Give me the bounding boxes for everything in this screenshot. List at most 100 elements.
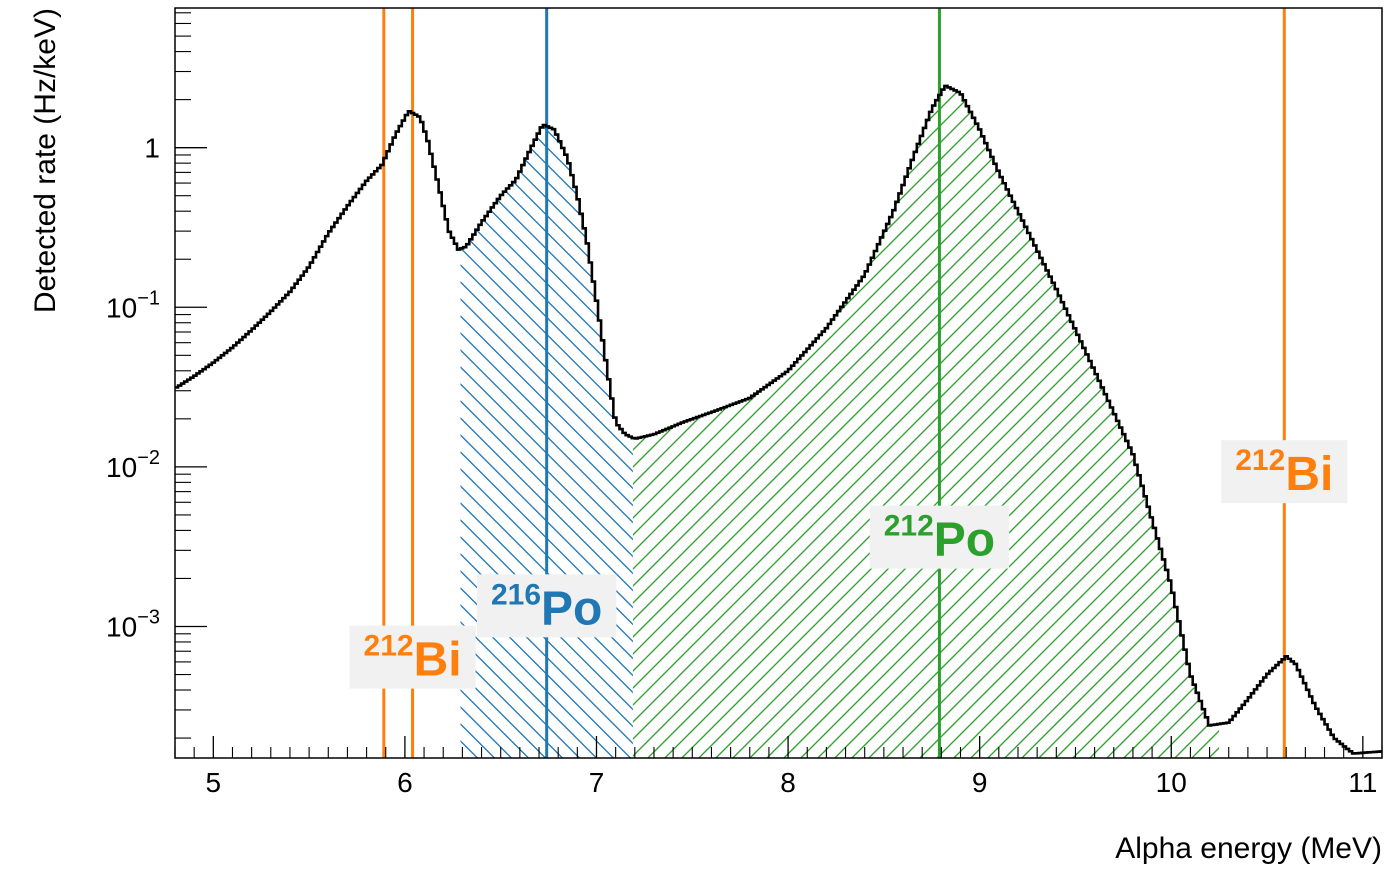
hatch-line <box>936 86 1220 758</box>
isotope-symbol: Po <box>934 514 995 567</box>
y-tick-exp: −3 <box>137 606 160 628</box>
hatch-line <box>492 125 633 758</box>
hatch-line <box>460 125 580 758</box>
isotope-mass: 212 <box>884 510 934 543</box>
y-tick-label: 1 <box>144 133 160 164</box>
isotope-label-3: 212Bi <box>1221 440 1348 504</box>
hatch-line <box>834 86 1220 758</box>
isotope-mass: 216 <box>491 578 541 611</box>
hatch-line <box>713 8 1396 758</box>
isotope-symbol: Bi <box>414 634 462 687</box>
hatch-line <box>953 86 1220 758</box>
hatch-line <box>460 125 633 758</box>
hatch-line <box>1189 8 1396 758</box>
hatch-line <box>1223 8 1396 758</box>
hatch-line <box>1345 8 1396 758</box>
hatch-line <box>1206 8 1396 758</box>
vertical-lines <box>382 8 1286 758</box>
hatch-line <box>460 125 633 758</box>
hatch-line <box>1308 8 1396 758</box>
hatch-line <box>632 86 1220 758</box>
y-tick-base: 10 <box>106 611 137 642</box>
isotope-label-box <box>869 505 1010 569</box>
hatch-line <box>460 125 633 758</box>
hatch-line <box>632 86 1220 758</box>
hatch-line <box>1053 8 1396 758</box>
hatch-line <box>632 86 906 758</box>
hatch-line <box>1311 8 1396 758</box>
hatch-line <box>868 86 1220 758</box>
hatch-line <box>885 86 1220 758</box>
isotope-label-text: 212Po <box>884 510 995 567</box>
hatch-line <box>460 125 633 758</box>
hatch-line <box>632 86 634 758</box>
hatch-line <box>632 86 1220 758</box>
hatch-line <box>698 86 1220 758</box>
isotope-mass: 212 <box>1235 444 1285 477</box>
hatch-line <box>1274 8 1396 758</box>
x-tick-label: 9 <box>972 767 988 798</box>
hatch-line <box>1328 8 1396 758</box>
isotope-label-text: 212Bi <box>1235 444 1333 501</box>
hatch-line <box>1104 8 1396 758</box>
y-tick-label: 10−2 <box>106 447 160 483</box>
hatch-line <box>632 86 1220 758</box>
isotope-label-0: 212Bi <box>349 625 476 689</box>
hatch-line <box>632 86 1212 758</box>
isotope-label-text: 212Bi <box>364 630 462 687</box>
series-line <box>175 84 1382 755</box>
hatch-line <box>1260 8 1396 758</box>
hatch-line <box>883 8 1396 758</box>
hatch-line <box>1055 86 1220 758</box>
hatch-line <box>1155 8 1396 758</box>
hatch-line <box>851 86 1220 758</box>
hatch-line <box>1342 8 1396 758</box>
hatch-line <box>1359 8 1396 758</box>
hatch-line <box>632 86 974 758</box>
hatch-line <box>594 125 633 758</box>
hatch-line <box>1277 8 1396 758</box>
hatch-line <box>632 86 1220 758</box>
hatch-line <box>970 86 1220 758</box>
hatch-line <box>632 86 1195 758</box>
x-tick-label: 5 <box>206 767 222 798</box>
hatch-line <box>783 86 1220 758</box>
y-tick-exp: −2 <box>137 447 160 469</box>
hatch-line <box>1376 8 1396 758</box>
hatch-line <box>1106 86 1220 758</box>
y-tick-base: 10 <box>106 452 137 483</box>
hatch-line <box>766 86 1220 758</box>
hatch-line <box>460 125 633 758</box>
x-tick-label: 10 <box>1156 767 1187 798</box>
hatch-line <box>781 8 1396 758</box>
hatch-line <box>632 86 855 758</box>
hatch-line <box>1140 86 1220 758</box>
isotope-label-box <box>1221 440 1348 504</box>
hatch-line <box>919 86 1220 758</box>
hatch-line <box>611 125 633 758</box>
hatch-line <box>985 8 1396 758</box>
hatch-line <box>1019 8 1396 758</box>
hatch-line <box>632 86 668 758</box>
hatch-line <box>460 125 633 758</box>
hatch-line <box>460 125 633 758</box>
hatch-line <box>632 86 1220 758</box>
hatch-line <box>1325 8 1396 758</box>
x-tick-label: 8 <box>780 767 796 798</box>
isotope-mass: 212 <box>364 630 414 663</box>
hatch-line <box>460 125 633 758</box>
hatch-line <box>815 8 1396 758</box>
hatch-line <box>1226 8 1396 758</box>
shaded-region-1 <box>632 8 1396 758</box>
hatch-line <box>1002 8 1396 758</box>
hatch-line <box>1123 86 1220 758</box>
hatch-line <box>460 125 633 758</box>
isotope-label-1: 216Po <box>476 574 617 638</box>
x-tick-label: 11 <box>1348 767 1377 798</box>
shaded-regions <box>460 8 1396 758</box>
hatch-line <box>1072 86 1220 758</box>
hatch-line <box>632 86 1220 758</box>
hatch-line <box>460 125 614 758</box>
hatch-line <box>749 86 1220 758</box>
